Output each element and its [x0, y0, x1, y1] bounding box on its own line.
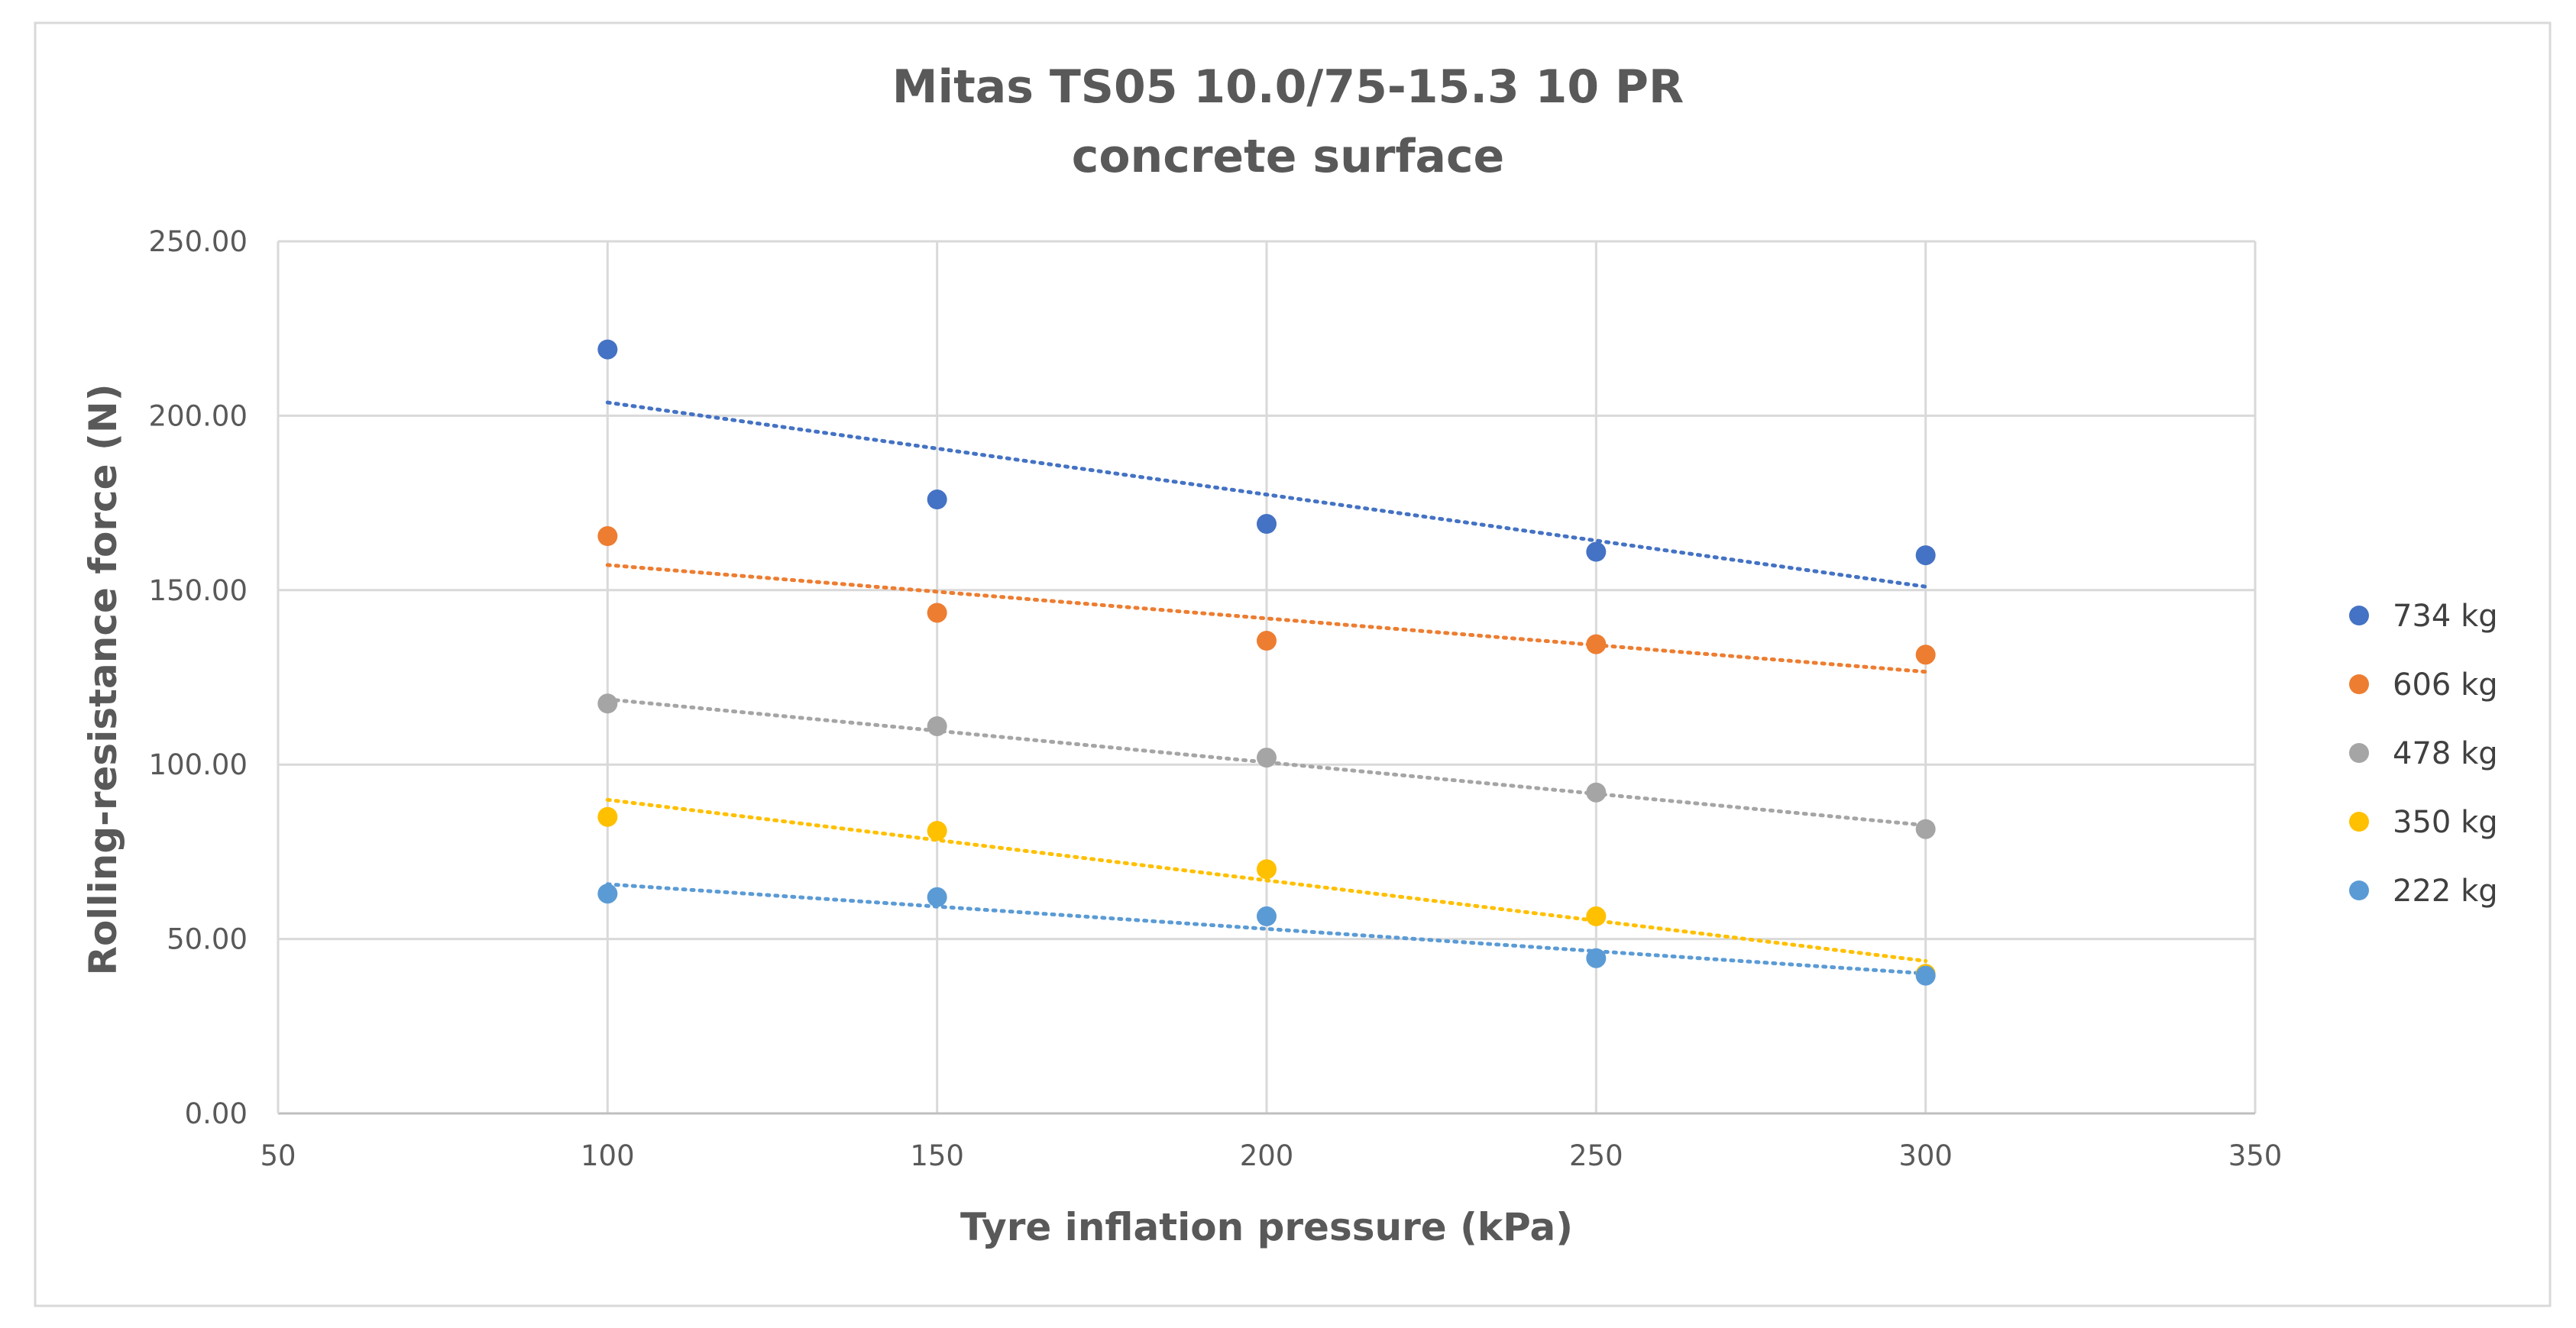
data-point-606-kg	[1586, 634, 1607, 654]
y-tick-label: 150.00	[149, 574, 248, 607]
data-point-478-kg	[1915, 819, 1936, 839]
y-tick-label: 50.00	[167, 923, 248, 956]
y-tick-label: 200.00	[149, 399, 248, 432]
tick-labels: 0.00 50.00 100.00 150.00 200.00 250.00 50 100 15…	[149, 225, 2283, 1172]
data-point-222-kg	[1257, 906, 1277, 926]
data-point-606-kg	[597, 525, 618, 546]
data-point-478-kg	[597, 693, 618, 714]
legend-marker	[2349, 880, 2369, 900]
data-point-606-kg	[1915, 645, 1936, 665]
trendline-350-kg	[605, 797, 1928, 963]
legend-label: 606 kg	[2393, 667, 2498, 703]
data-point-606-kg	[1257, 631, 1277, 651]
data-point-350-kg	[1257, 859, 1277, 880]
chart-subtitle: concrete surface	[1072, 130, 1504, 183]
data-point-478-kg	[927, 716, 947, 736]
y-tick-label: 250.00	[149, 225, 248, 258]
legend: 734 kg 606 kg 478 kg 350 kg 222 kg	[2349, 599, 2498, 909]
trendline-222-kg	[605, 882, 1928, 976]
legend-label: 734 kg	[2393, 599, 2498, 634]
x-tick-label: 50	[260, 1139, 296, 1172]
x-tick-label: 150	[910, 1139, 964, 1172]
x-tick-label: 250	[1569, 1139, 1623, 1172]
data-point-350-kg	[1586, 906, 1607, 926]
x-axis-title: Tyre inflation pressure (kPa)	[960, 1205, 1573, 1249]
data-point-222-kg	[1586, 948, 1607, 968]
data-point-222-kg	[927, 887, 947, 907]
data-points	[597, 339, 1936, 986]
data-point-734-kg	[597, 339, 618, 360]
legend-label: 350 kg	[2393, 805, 2498, 840]
data-point-222-kg	[1915, 965, 1936, 986]
x-tick-label: 100	[581, 1139, 635, 1172]
x-tick-label: 350	[2228, 1139, 2283, 1172]
data-point-734-kg	[1915, 545, 1936, 566]
data-point-606-kg	[927, 603, 947, 623]
legend-marker	[2349, 743, 2369, 763]
x-tick-label: 200	[1240, 1139, 1294, 1172]
chart-title: Mitas TS05 10.0/75-15.3 10 PR	[892, 60, 1684, 114]
legend-marker	[2349, 674, 2369, 694]
data-point-350-kg	[597, 806, 618, 827]
legend-marker	[2349, 812, 2369, 832]
y-tick-label: 0.00	[185, 1097, 248, 1130]
data-point-734-kg	[927, 490, 947, 510]
axes	[277, 241, 2255, 1115]
data-point-350-kg	[927, 820, 947, 841]
data-point-734-kg	[1586, 541, 1607, 562]
data-point-478-kg	[1257, 748, 1277, 768]
legend-label: 478 kg	[2393, 736, 2498, 771]
data-point-222-kg	[597, 884, 618, 904]
x-tick-label: 300	[1898, 1139, 1953, 1172]
chart-border	[34, 21, 2552, 1307]
data-point-478-kg	[1586, 782, 1607, 803]
data-point-734-kg	[1257, 514, 1277, 535]
legend-label: 222 kg	[2393, 874, 2498, 909]
y-tick-label: 100.00	[149, 748, 248, 781]
legend-marker	[2349, 606, 2369, 625]
trendline-606-kg	[605, 563, 1928, 674]
y-axis-title: Rolling-resistance force (N)	[81, 383, 125, 975]
trendline-734-kg	[605, 400, 1928, 589]
